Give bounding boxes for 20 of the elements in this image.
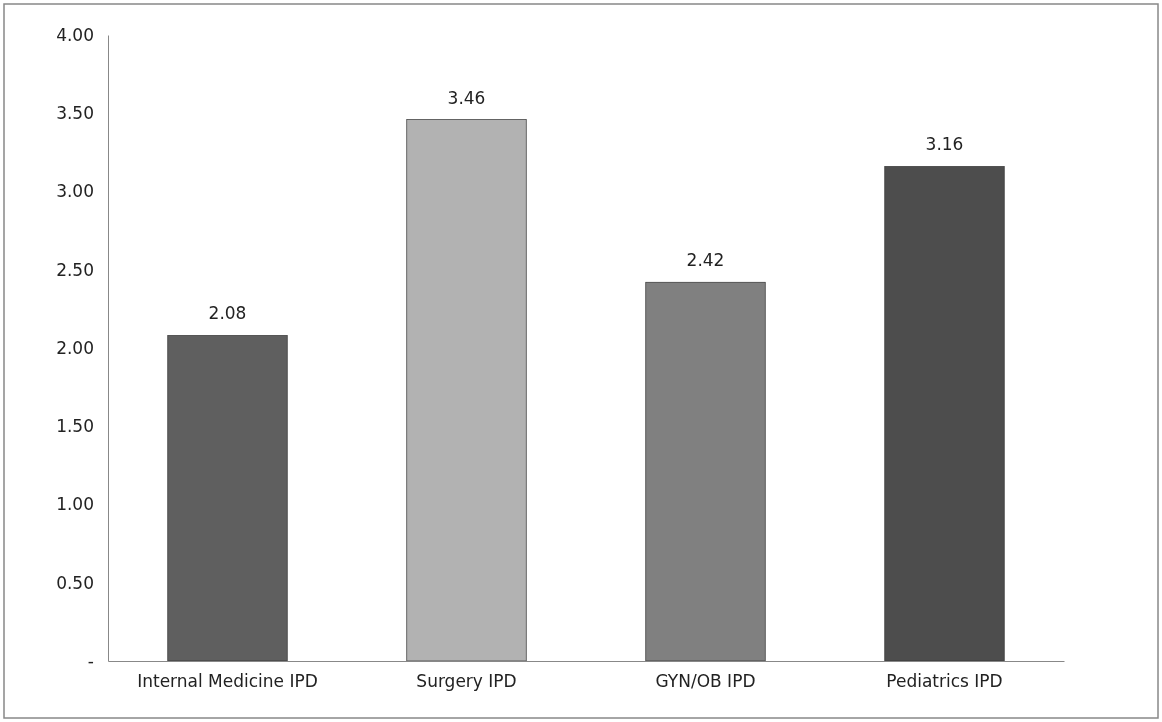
bar xyxy=(167,335,288,662)
y-tick-label: 3.00 xyxy=(56,181,94,202)
x-tick-label: Pediatrics IPD xyxy=(886,671,1003,692)
x-tick-label: Internal Medicine IPD xyxy=(137,671,318,692)
y-tick-label: 3.50 xyxy=(56,103,94,124)
data-label: 2.42 xyxy=(686,250,725,271)
data-label: 3.16 xyxy=(925,134,964,155)
y-tick-label: 1.50 xyxy=(56,416,94,437)
data-label: 2.08 xyxy=(208,303,247,324)
bar xyxy=(884,166,1005,662)
data-label: 3.46 xyxy=(447,87,486,108)
x-tick-label: GYN/OB IPD xyxy=(655,671,756,692)
y-tick-label: 1.00 xyxy=(56,494,94,515)
y-tick-label: 0.50 xyxy=(56,572,94,593)
y-tick-label: 4.00 xyxy=(56,24,94,45)
y-tick-label: - xyxy=(87,650,94,671)
x-tick-label: Surgery IPD xyxy=(416,671,517,692)
y-tick-label: 2.50 xyxy=(56,259,94,280)
y-tick-label: 2.00 xyxy=(56,337,94,358)
bar xyxy=(406,119,527,662)
